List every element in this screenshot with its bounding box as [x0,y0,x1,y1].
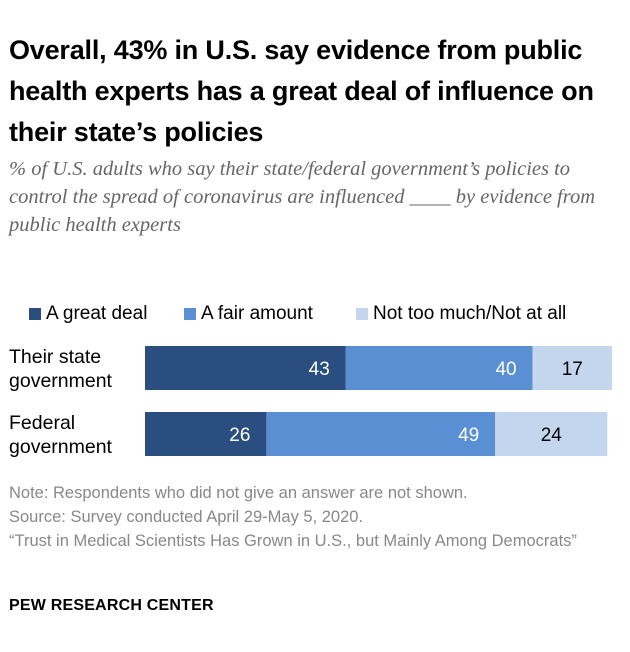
note-respondents: Note: Respondents who did not give an an… [9,484,468,502]
legend-item-fair-amount: A fair amount [184,303,313,325]
bar-label-state-great-deal: 43 [309,359,330,380]
notes: Note: Respondents who did not give an an… [9,481,619,553]
legend-label-not-much: Not too much/Not at all [373,303,567,324]
bar-federal-fair-amount [266,412,496,456]
chart-title: Overall, 43% in U.S. say evidence from p… [9,35,594,147]
row-label-state-line2: government [9,370,112,392]
legend-swatch-fair-amount [184,308,196,320]
legend-item-not-much: Not too much/Not at all [356,303,566,325]
legend-swatch-great-deal [29,308,41,320]
bar-label-state-fair-amount: 40 [495,359,516,380]
bar-label-state-not-much: 17 [562,359,583,380]
legend-item-great-deal: A great deal [29,303,147,325]
pew-logo-text: PEW RESEARCH CENTER [9,597,214,614]
legend: A great deal A fair amount Not too much/… [0,303,630,327]
bar-state-not-much [532,346,612,390]
note-report-title: “Trust in Medical Scientists Has Grown i… [9,532,577,550]
legend-label-great-deal: A great deal [46,303,148,324]
bar-federal-great-deal [145,412,267,456]
note-source: Source: Survey conducted April 29-May 5,… [9,508,364,526]
bar-state-great-deal [145,346,346,390]
legend-swatch-not-much [356,308,368,320]
bar-label-federal-fair-amount: 49 [458,425,479,446]
bar-label-federal-not-much: 24 [541,425,563,446]
row-label-federal-line1: Federal [9,412,76,434]
bar-label-federal-great-deal: 26 [229,425,250,446]
bar-state-fair-amount [345,346,533,390]
legend-label-fair-amount: A fair amount [201,303,313,324]
bar-federal-not-much [495,412,608,456]
row-label-federal-line2: government [9,436,112,458]
chart-subtitle: % of U.S. adults who say their state/fed… [9,158,596,236]
row-label-federal: Federal government [9,411,144,459]
row-label-state-line1: Their state [9,346,102,368]
row-label-state: Their state government [9,345,144,393]
